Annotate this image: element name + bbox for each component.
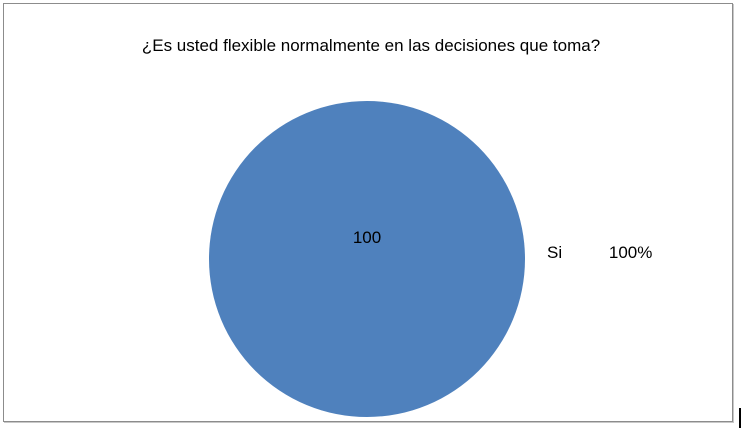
legend-percent: 100% <box>608 243 653 262</box>
pie-slice-si <box>209 101 525 417</box>
legend: Si 100% <box>547 243 652 263</box>
chart-title: ¿Es usted flexible normalmente en las de… <box>141 36 601 55</box>
data-label: 100 <box>353 228 381 247</box>
legend-label: Si <box>547 243 563 262</box>
text-cursor <box>739 408 741 428</box>
